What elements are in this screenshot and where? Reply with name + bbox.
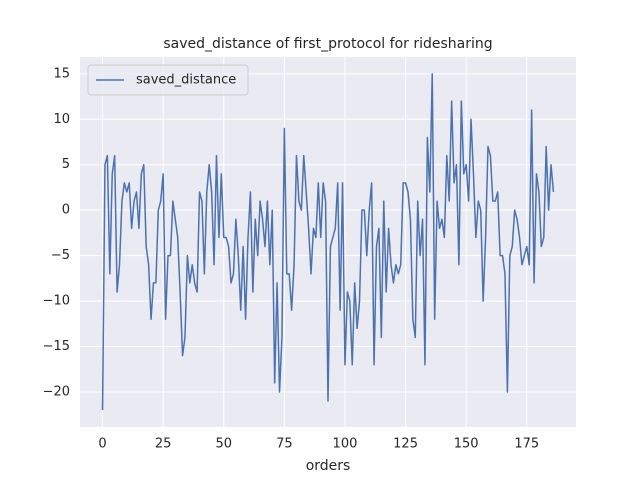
- y-tick-label: 5: [62, 157, 70, 172]
- legend-box: [87, 64, 249, 96]
- y-tick-label: 10: [53, 112, 70, 127]
- y-tick-label: −10: [43, 294, 70, 309]
- x-tick-label: 50: [215, 437, 232, 452]
- y-tick-label: −15: [43, 339, 70, 354]
- y-tick-label: 0: [62, 203, 70, 218]
- y-tick-label: −20: [43, 385, 70, 400]
- legend-label: saved_distance: [136, 73, 236, 88]
- x-axis-label: orders: [306, 458, 351, 474]
- x-tick-label: 75: [276, 437, 293, 452]
- x-tick-label: 25: [155, 437, 172, 452]
- chart-title: saved_distance of first_protocol for rid…: [163, 36, 492, 52]
- x-tick-label: 175: [514, 437, 539, 452]
- line-series: [101, 73, 555, 411]
- y-tick-label: −5: [51, 248, 70, 263]
- x-tick-label: 0: [98, 437, 106, 452]
- x-tick-label: 150: [454, 437, 479, 452]
- x-tick-label: 125: [393, 437, 418, 452]
- x-tick-label: 100: [333, 437, 358, 452]
- y-tick-label: 15: [53, 66, 70, 81]
